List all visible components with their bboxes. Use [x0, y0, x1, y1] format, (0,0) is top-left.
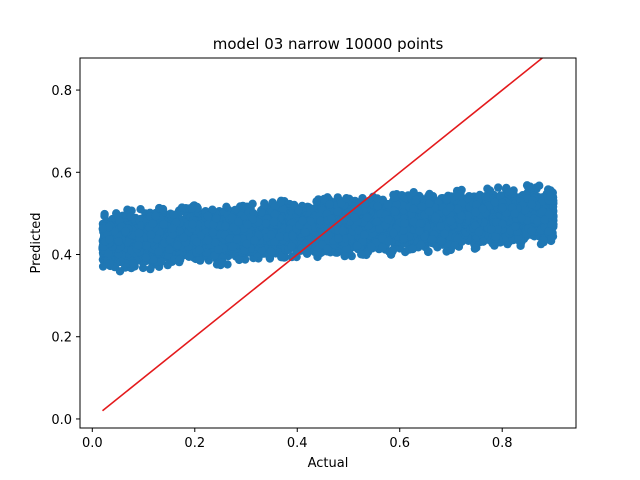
chart-title: model 03 narrow 10000 points: [213, 35, 444, 53]
scatter-series: [98, 181, 558, 276]
scatter-point: [146, 264, 155, 274]
